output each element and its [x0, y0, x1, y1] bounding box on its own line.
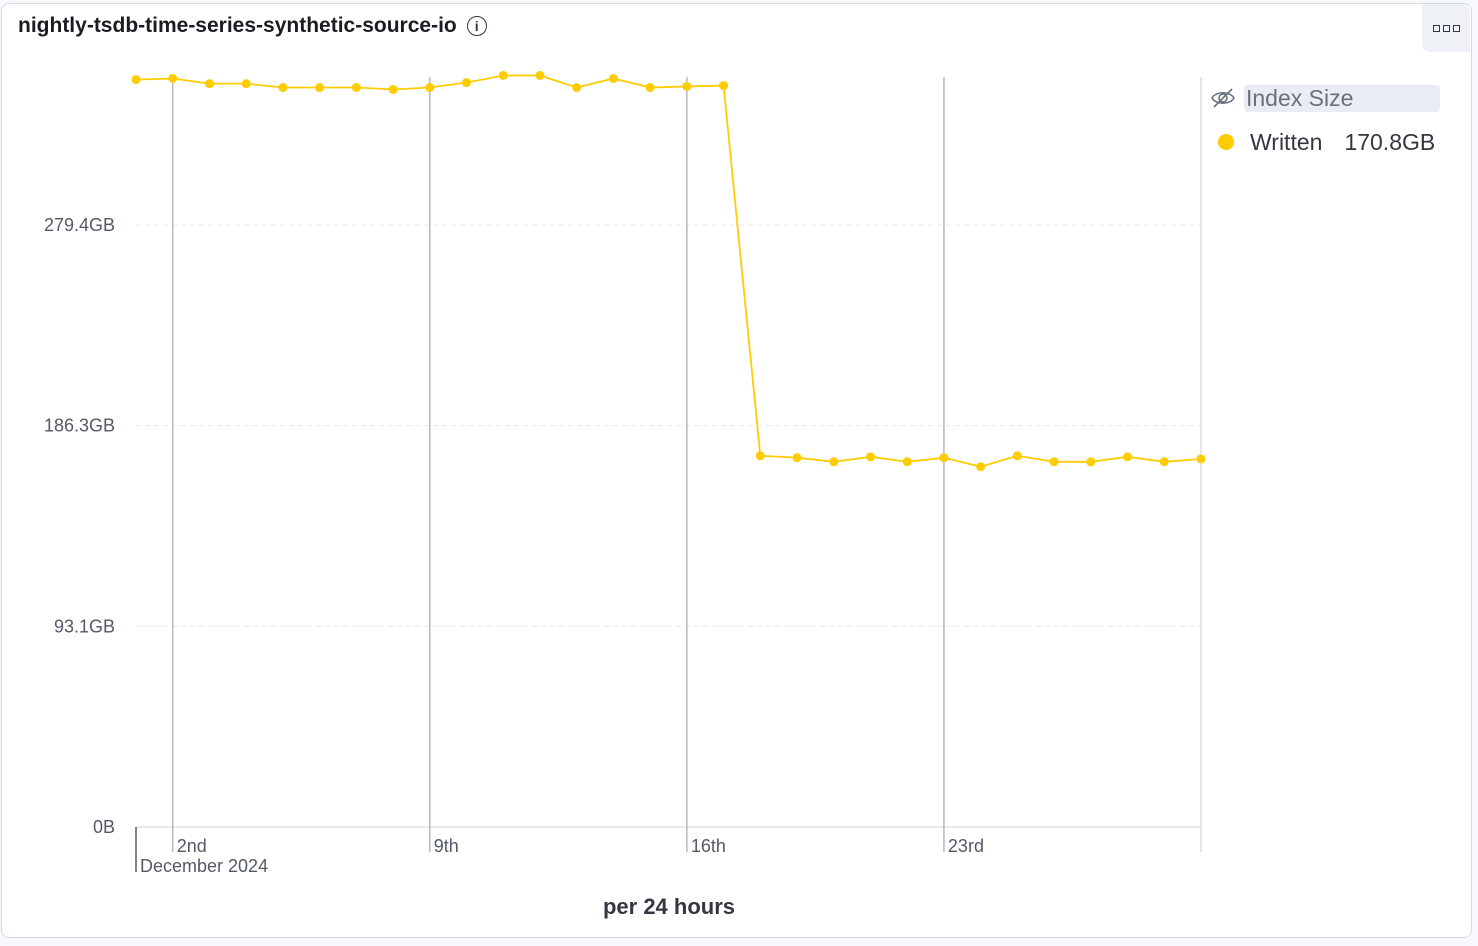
data-point — [829, 457, 839, 467]
data-point — [278, 83, 288, 93]
data-point — [425, 83, 435, 93]
legend-series-name: Written — [1250, 128, 1323, 155]
eye-closed-icon[interactable] — [1210, 87, 1236, 109]
data-point — [939, 453, 949, 463]
panel-title: nightly-tsdb-time-series-synthetic-sourc… — [18, 14, 487, 38]
chart-panel — [1, 3, 1472, 938]
data-point — [719, 81, 729, 91]
data-point — [902, 457, 912, 467]
data-point — [388, 84, 398, 94]
data-point — [792, 453, 802, 463]
x-tick-label: 2nd — [177, 836, 207, 856]
x-tick-label: 23rd — [948, 836, 984, 856]
data-point — [755, 451, 765, 461]
legend-color-dot — [1218, 134, 1234, 150]
data-point — [1012, 451, 1022, 461]
data-point — [1159, 457, 1169, 467]
info-icon[interactable]: i — [466, 16, 487, 36]
y-tick-label: 93.1GB — [54, 616, 115, 636]
data-point — [168, 73, 178, 83]
data-point — [351, 83, 361, 93]
data-point — [608, 73, 618, 83]
data-point — [865, 452, 875, 462]
data-point — [1196, 454, 1206, 464]
x-tick-label: 9th — [434, 836, 459, 856]
legend-title[interactable]: Index Size — [1244, 84, 1440, 112]
data-point — [1123, 452, 1133, 462]
y-tick-label: 186.3GB — [44, 416, 115, 436]
data-point — [1049, 457, 1059, 467]
y-tick-label: 279.4GB — [44, 215, 115, 235]
data-point — [645, 83, 655, 93]
legend-item-written[interactable]: Written 170.8GB — [1210, 120, 1440, 164]
data-point — [315, 83, 325, 93]
data-point — [498, 70, 508, 80]
panel-options-button[interactable] — [1422, 4, 1470, 52]
data-point — [535, 70, 545, 80]
x-axis-sublabel: December 2024 — [140, 856, 268, 876]
series-line-written — [135, 74, 1202, 468]
panel-title-text: nightly-tsdb-time-series-synthetic-sourc… — [18, 14, 457, 37]
data-point — [462, 78, 472, 88]
data-point — [204, 79, 214, 89]
data-point — [572, 83, 582, 93]
data-point — [241, 79, 251, 89]
data-point — [1086, 457, 1096, 467]
data-point — [131, 75, 141, 85]
x-tick-label: 16th — [691, 836, 726, 856]
x-axis-label: per 24 hours — [602, 894, 736, 919]
ellipsis-boxes-icon — [1432, 24, 1440, 32]
data-point — [976, 462, 986, 472]
legend: Index Size Written 170.8GB — [1210, 76, 1440, 164]
legend-series-value: 170.8GB — [1344, 128, 1436, 155]
y-tick-label: 0B — [93, 817, 115, 837]
data-point — [682, 81, 692, 91]
